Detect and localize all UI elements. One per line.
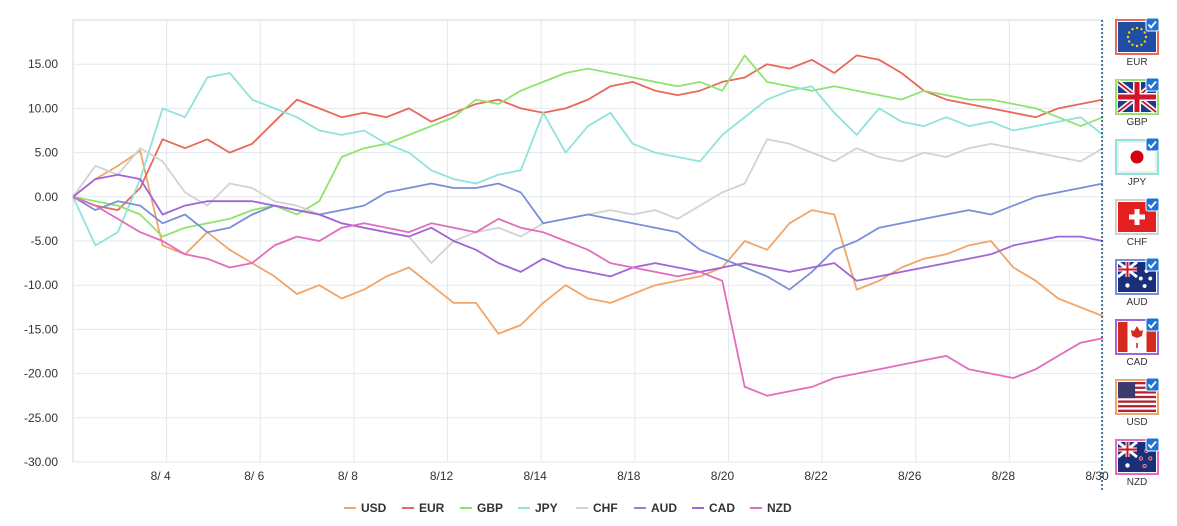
- legend-label: NZD: [767, 501, 792, 515]
- legend-item-usd[interactable]: USD: [344, 501, 387, 515]
- x-tick-label: 8/26: [898, 469, 922, 483]
- currency-toggle-gbp[interactable]: GBP: [1115, 77, 1160, 128]
- series-line-cad: [72, 173, 1104, 282]
- legend-item-chf[interactable]: CHF: [576, 501, 618, 515]
- currency-label: AUD: [1126, 297, 1147, 308]
- x-tick-label: 8/ 4: [151, 469, 171, 483]
- flag-border: [1115, 439, 1159, 475]
- currency-toggle-cad[interactable]: CAD: [1115, 317, 1160, 368]
- x-tick-label: 8/30: [1085, 469, 1109, 483]
- legend-item-nzd[interactable]: NZD: [750, 501, 792, 515]
- y-axis: 15.00 10.00 5.00 0.00 -5.00 -10.00 -15.00 -20.0…: [24, 57, 58, 469]
- checkbox-checked-icon[interactable]: [1145, 317, 1160, 332]
- uk-flag-icon: [1116, 80, 1158, 114]
- checkbox-checked-icon[interactable]: [1145, 17, 1160, 32]
- canada-flag-icon: [1118, 322, 1156, 352]
- flag-border: [1115, 79, 1159, 115]
- currency-label: CAD: [1126, 357, 1147, 368]
- currency-toggle-nzd[interactable]: NZD: [1115, 437, 1160, 488]
- checkbox-checked-icon[interactable]: [1145, 257, 1160, 272]
- currency-selector-panel[interactable]: EUR GBP JPY CHF AUD CAD USD NZD: [1115, 17, 1160, 488]
- checkbox-checked-icon[interactable]: [1145, 137, 1160, 152]
- y-tick-label: -25.00: [24, 411, 58, 425]
- currency-label: GBP: [1126, 117, 1147, 128]
- checkbox-checked-icon[interactable]: [1145, 77, 1160, 92]
- currency-toggle-usd[interactable]: USD: [1115, 377, 1160, 428]
- x-axis: 8/ 4 8/ 6 8/ 8 8/12 8/14 8/18 8/20 8/22 8/26 8/28…: [151, 469, 1109, 483]
- legend-item-aud[interactable]: AUD: [634, 501, 677, 515]
- flag-border: [1115, 139, 1159, 175]
- flag-border: [1115, 19, 1159, 55]
- y-tick-label: 10.00: [28, 101, 58, 115]
- currency-toggle-chf[interactable]: CHF: [1115, 197, 1160, 248]
- legend-label: AUD: [651, 501, 677, 515]
- y-tick-label: 15.00: [28, 57, 58, 71]
- currency-toggle-eur[interactable]: EUR: [1115, 17, 1160, 68]
- legend-label: JPY: [535, 501, 558, 515]
- currency-toggle-aud[interactable]: AUD: [1115, 257, 1160, 308]
- series-line-usd: [72, 149, 1104, 335]
- flag-border: [1115, 379, 1159, 415]
- x-tick-label: 8/14: [524, 469, 548, 483]
- legend-label: GBP: [477, 501, 503, 515]
- checkbox-checked-icon[interactable]: [1145, 377, 1160, 392]
- checkbox-checked-icon[interactable]: [1145, 437, 1160, 452]
- currency-label: CHF: [1127, 237, 1148, 248]
- x-tick-label: 8/20: [711, 469, 735, 483]
- currency-toggle-jpy[interactable]: JPY: [1115, 137, 1160, 188]
- x-tick-label: 8/18: [617, 469, 641, 483]
- legend-item-jpy[interactable]: JPY: [518, 501, 558, 515]
- checkbox-checked-icon[interactable]: [1145, 197, 1160, 212]
- x-tick-label: 8/ 6: [244, 469, 264, 483]
- y-tick-label: -5.00: [31, 234, 59, 248]
- legend-item-eur[interactable]: EUR: [402, 501, 445, 515]
- flag-border: [1115, 319, 1159, 355]
- x-tick-label: 8/ 8: [338, 469, 358, 483]
- y-tick-label: -15.00: [24, 322, 58, 336]
- flag-border: [1115, 259, 1159, 295]
- currency-label: USD: [1126, 417, 1147, 428]
- flag-border: [1115, 199, 1159, 235]
- legend-item-gbp[interactable]: GBP: [460, 501, 503, 515]
- legend[interactable]: USD EUR GBP JPY CHF AUD CAD NZD: [344, 501, 792, 515]
- series-line-jpy: [72, 72, 1104, 247]
- currency-label: EUR: [1126, 57, 1147, 68]
- y-tick-label: -10.00: [24, 278, 58, 292]
- series-line-eur: [72, 54, 1104, 212]
- series-line-gbp: [72, 54, 1104, 238]
- y-tick-label: -20.00: [24, 367, 58, 381]
- currency-label: NZD: [1127, 477, 1148, 488]
- chart-grid: [72, 19, 1104, 463]
- legend-item-cad[interactable]: CAD: [692, 501, 735, 515]
- currency-label: JPY: [1128, 177, 1147, 188]
- legend-label: USD: [361, 501, 387, 515]
- x-tick-label: 8/28: [992, 469, 1016, 483]
- y-tick-label: 5.00: [35, 146, 59, 160]
- legend-label: EUR: [419, 501, 445, 515]
- x-tick-label: 8/22: [804, 469, 828, 483]
- legend-label: CHF: [593, 501, 618, 515]
- y-tick-label: 0.00: [35, 190, 59, 204]
- series-lines: [72, 54, 1104, 397]
- series-line-nzd: [72, 195, 1104, 397]
- legend-label: CAD: [709, 501, 735, 515]
- x-tick-label: 8/12: [430, 469, 454, 483]
- series-line-aud: [72, 182, 1104, 291]
- y-tick-label: -30.00: [24, 455, 58, 469]
